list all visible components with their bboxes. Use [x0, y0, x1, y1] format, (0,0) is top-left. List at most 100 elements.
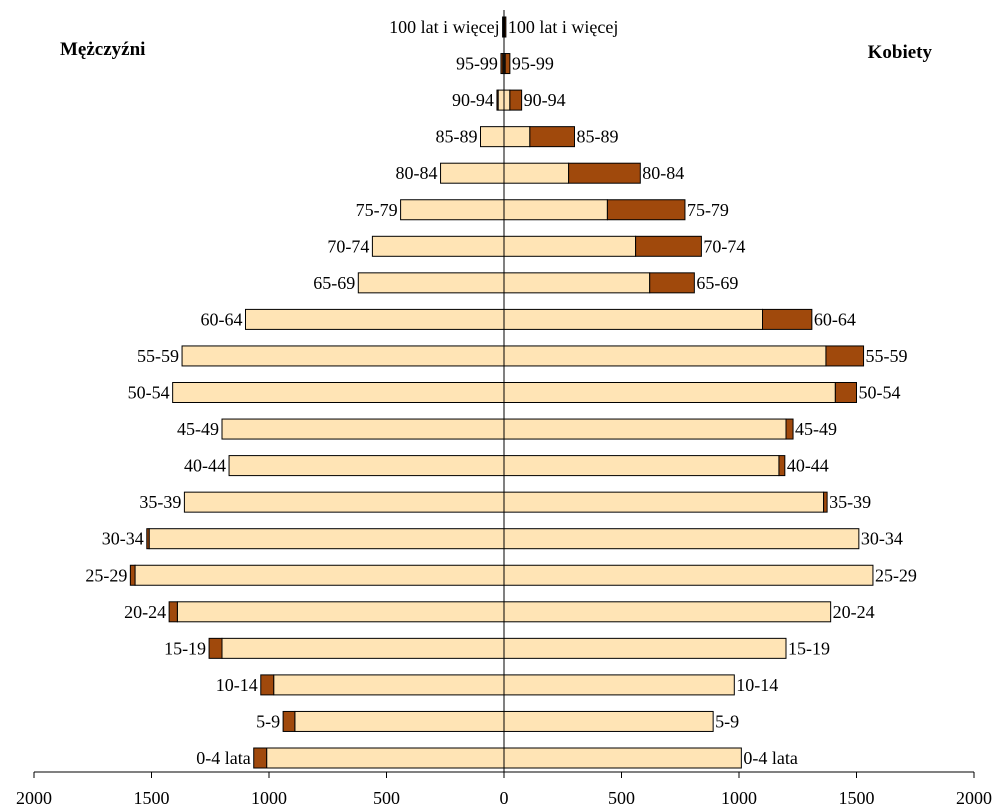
bar-women-extra-90-94 [509, 89, 523, 111]
category-label-men-5-9: 5-9 [256, 711, 280, 731]
category-label-women-75-79: 75-79 [687, 200, 729, 220]
category-label-women-45-49: 45-49 [795, 419, 837, 439]
bar-men-extra-20-24 [168, 601, 178, 623]
bar-women-extra-55-59 [825, 345, 865, 367]
bar-men-30-34 [148, 528, 505, 550]
bar-women-extra-65-69 [649, 272, 695, 294]
bar-women-extra-70-74 [635, 235, 702, 257]
category-label-men-70-74: 70-74 [327, 236, 369, 256]
x-tick-label: 500 [373, 788, 400, 808]
category-label-men-80-84: 80-84 [396, 163, 438, 183]
x-tick-label: 1000 [721, 788, 757, 808]
x-tick-label: 2000 [16, 788, 52, 808]
bar-women-extra-95-99 [504, 53, 511, 75]
bar-women-30-34 [503, 528, 860, 550]
category-label-men-35-39: 35-39 [139, 492, 181, 512]
category-label-women-85-89: 85-89 [577, 127, 619, 147]
bar-men-extra-100-lat-i-wi-cej [502, 16, 504, 38]
bar-women-25-29 [503, 564, 874, 586]
category-label-men-75-79: 75-79 [356, 200, 398, 220]
category-label-men-60-64: 60-64 [201, 309, 243, 329]
bar-women-extra-75-79 [606, 199, 686, 221]
category-label-men-55-59: 55-59 [137, 346, 179, 366]
bar-women-55-59 [503, 345, 827, 367]
category-label-men-30-34: 30-34 [102, 529, 144, 549]
bar-women-40-44 [503, 455, 780, 477]
bar-men-extra-95-99 [500, 53, 504, 75]
category-label-women-0-4-lata: 0-4 lata [743, 748, 797, 768]
category-label-women-55-59: 55-59 [866, 346, 908, 366]
category-labels-group: 100 lat i więcej 100 lat i więcej 95-99 95-… [85, 17, 917, 768]
bar-men-0-4-lata [266, 747, 505, 769]
bar-men-extra-90-94 [496, 89, 499, 111]
bar-women-0-4-lata [503, 747, 742, 769]
bar-women-10-14 [503, 674, 735, 696]
bar-women-5-9 [503, 710, 714, 732]
bar-women-extra-80-84 [568, 162, 641, 184]
category-label-men-85-89: 85-89 [436, 127, 478, 147]
bar-women-extra-45-49 [785, 418, 794, 440]
x-tick-label: 0 [500, 788, 509, 808]
bar-men-extra-30-34 [146, 528, 150, 550]
category-label-men-15-19: 15-19 [164, 638, 206, 658]
category-label-men-0-4-lata: 0-4 lata [196, 748, 250, 768]
bar-women-75-79 [503, 199, 608, 221]
bar-men-65-69 [357, 272, 505, 294]
category-label-women-20-24: 20-24 [833, 602, 875, 622]
bar-men-20-24 [176, 601, 505, 623]
bar-men-15-19 [221, 637, 505, 659]
category-label-men-100-lat-i-wi-cej: 100 lat i więcej [389, 17, 499, 37]
bar-women-70-74 [503, 235, 637, 257]
bar-men-80-84 [440, 162, 505, 184]
category-label-men-65-69: 65-69 [313, 273, 355, 293]
x-tick-label: 1500 [134, 788, 170, 808]
category-label-men-25-29: 25-29 [85, 565, 127, 585]
category-label-women-65-69: 65-69 [696, 273, 738, 293]
bar-men-50-54 [172, 382, 505, 403]
right-panel-title: Kobiety [868, 42, 933, 63]
bar-men-55-59 [181, 345, 505, 367]
category-label-men-90-94: 90-94 [452, 90, 494, 110]
bar-men-75-79 [400, 199, 505, 221]
bar-women-extra-35-39 [823, 491, 828, 513]
bar-women-45-49 [503, 418, 787, 440]
x-axis: 2000 1500 1000 500 0 500 1000 1500 2000 [16, 10, 992, 808]
category-label-women-60-64: 60-64 [814, 309, 856, 329]
bar-women-extra-85-89 [529, 126, 575, 148]
bar-women-20-24 [503, 601, 832, 623]
bar-men-40-44 [228, 455, 505, 477]
category-label-women-90-94: 90-94 [524, 90, 566, 110]
bar-men-extra-25-29 [129, 564, 136, 586]
bar-men-90-94 [497, 89, 505, 111]
bar-men-extra-15-19 [208, 637, 223, 659]
bar-women-extra-60-64 [762, 308, 813, 330]
bar-men-extra-0-4-lata [253, 747, 268, 769]
category-label-women-35-39: 35-39 [829, 492, 871, 512]
x-tick-label: 1000 [251, 788, 287, 808]
category-label-women-10-14: 10-14 [736, 675, 778, 695]
category-label-women-80-84: 80-84 [642, 163, 684, 183]
category-label-women-70-74: 70-74 [703, 236, 745, 256]
bar-men-5-9 [294, 710, 505, 732]
category-label-women-5-9: 5-9 [715, 711, 739, 731]
x-tick-label: 1500 [839, 788, 875, 808]
bar-women-35-39 [503, 491, 825, 513]
bar-men-85-89 [480, 126, 505, 148]
bar-women-15-19 [503, 637, 787, 659]
bars-group [129, 16, 874, 769]
category-label-women-95-99: 95-99 [512, 54, 554, 74]
bar-women-extra-50-54 [834, 382, 857, 403]
category-label-women-50-54: 50-54 [859, 383, 901, 403]
category-label-men-95-99: 95-99 [456, 54, 498, 74]
bar-men-35-39 [183, 491, 505, 513]
bar-men-60-64 [245, 308, 505, 330]
bar-women-85-89 [503, 126, 531, 148]
bar-women-extra-100-lat-i-wi-cej [504, 16, 507, 38]
left-panel-title: Mężczyźni [60, 39, 145, 60]
category-label-women-100-lat-i-wi-cej: 100 lat i więcej [508, 17, 618, 37]
category-label-women-30-34: 30-34 [861, 529, 903, 549]
bar-women-90-94 [503, 89, 511, 111]
category-label-men-20-24: 20-24 [124, 602, 166, 622]
category-label-men-50-54: 50-54 [128, 383, 170, 403]
